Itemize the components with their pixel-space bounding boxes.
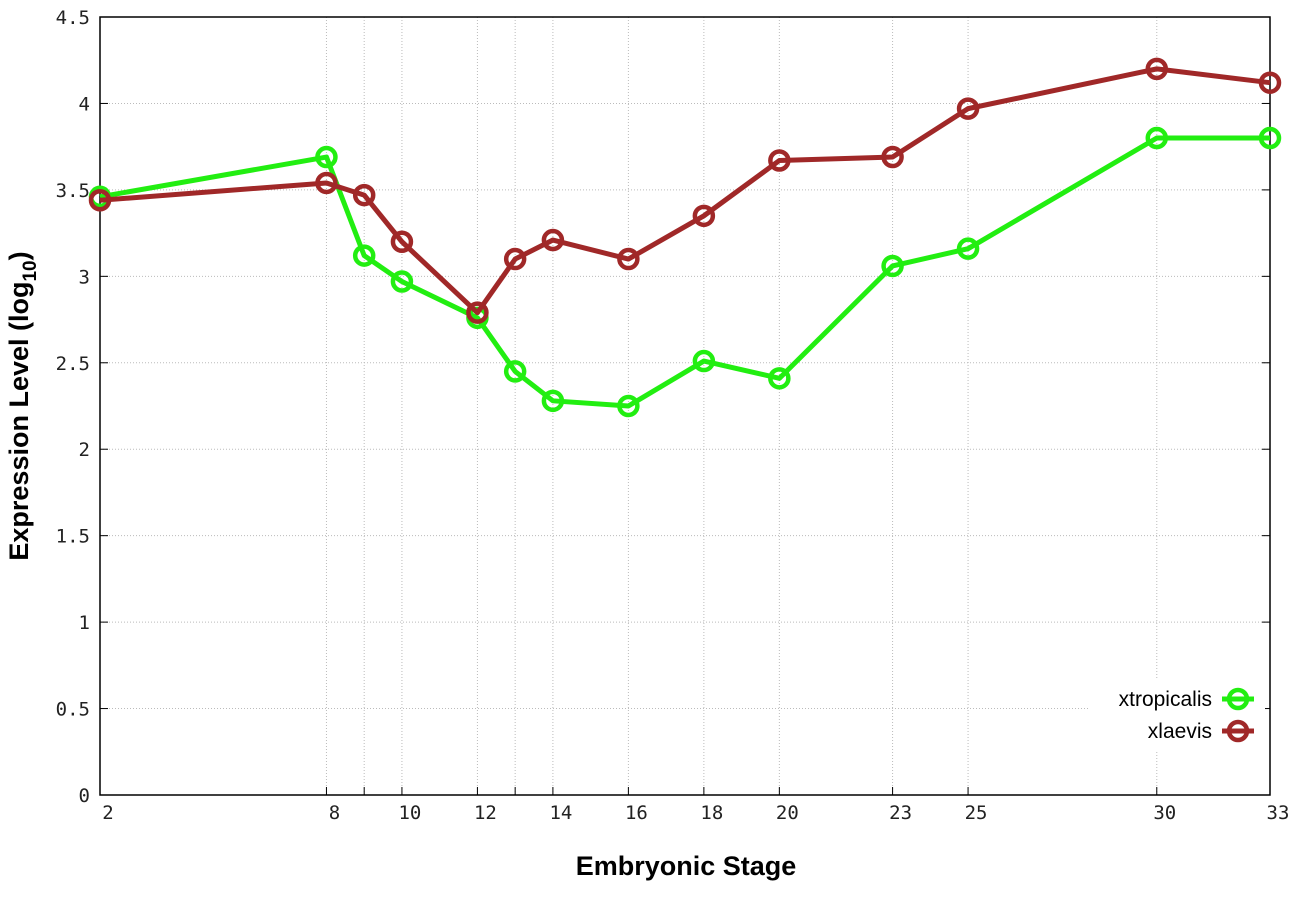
x-tick-label: 12 <box>474 802 497 824</box>
data-point <box>541 228 565 252</box>
x-tick-label: 14 <box>549 802 572 824</box>
y-tick-label: 4 <box>79 93 90 115</box>
data-point <box>1258 126 1282 150</box>
data-point <box>1258 71 1282 94</box>
data-point <box>390 230 414 254</box>
x-tick-label: 33 <box>1267 802 1290 824</box>
data-point <box>956 97 980 120</box>
data-point <box>315 145 338 169</box>
data-point <box>352 183 376 207</box>
data-point <box>1145 126 1169 150</box>
x-tick-label: 20 <box>776 802 799 824</box>
series-line <box>99 135 1270 409</box>
data-point <box>541 389 565 413</box>
data-point <box>617 247 640 271</box>
data-point <box>390 270 414 293</box>
data-point <box>692 204 716 228</box>
y-tick-label: 0.5 <box>56 699 90 721</box>
ticks: 0 0.5 1 1.5 2 2.5 3 3.5 4 4.5 2 8 10 12 14 16 18 20 23 25 30… <box>56 7 1290 824</box>
series <box>88 57 1282 418</box>
y-tick-label: 0 <box>79 785 90 807</box>
x-tick-label: 25 <box>965 802 988 824</box>
legend-label: xlaevis <box>1148 720 1212 743</box>
data-point <box>503 360 527 383</box>
data-point <box>88 189 112 212</box>
y-tick-label: 3 <box>79 266 90 288</box>
y-tick-label: 3.5 <box>56 180 90 202</box>
data-point <box>768 367 791 390</box>
y-tick-label: 4.5 <box>56 7 90 29</box>
x-tick-label: 30 <box>1153 802 1176 824</box>
x-tick-label: 8 <box>329 802 340 824</box>
legend: xtropicalis xlaevis <box>1090 680 1265 750</box>
legend-label: xtropicalis <box>1119 688 1212 711</box>
data-point <box>315 171 338 195</box>
data-point <box>881 145 904 169</box>
series-xlaevis <box>88 57 1282 324</box>
data-point <box>956 237 980 260</box>
y-tick-label: 2.5 <box>56 353 90 375</box>
y-tick-label: 2 <box>79 439 90 461</box>
x-tick-label: 16 <box>625 802 648 824</box>
series-xtropicalis <box>88 126 1282 418</box>
data-point <box>1145 57 1169 81</box>
y-tick-label: 1 <box>79 612 90 634</box>
data-point <box>768 149 791 172</box>
x-tick-label: 10 <box>398 802 421 824</box>
data-point <box>692 349 716 373</box>
legend-marker <box>1226 719 1250 743</box>
y-axis-label: Expression Level (log10) <box>4 251 41 560</box>
data-point <box>503 247 527 271</box>
data-point <box>352 244 376 267</box>
x-axis-label: Embryonic Stage <box>576 851 797 881</box>
data-point <box>881 254 904 278</box>
legend-marker <box>1226 687 1250 711</box>
grid <box>99 16 1271 796</box>
x-tick-label: 23 <box>889 802 912 824</box>
x-tick-label: 2 <box>102 802 113 824</box>
data-point <box>617 394 640 418</box>
x-tick-label: 18 <box>700 802 723 824</box>
plot-frame <box>99 16 1271 796</box>
data-point <box>466 301 489 324</box>
y-tick-label: 1.5 <box>56 526 90 548</box>
